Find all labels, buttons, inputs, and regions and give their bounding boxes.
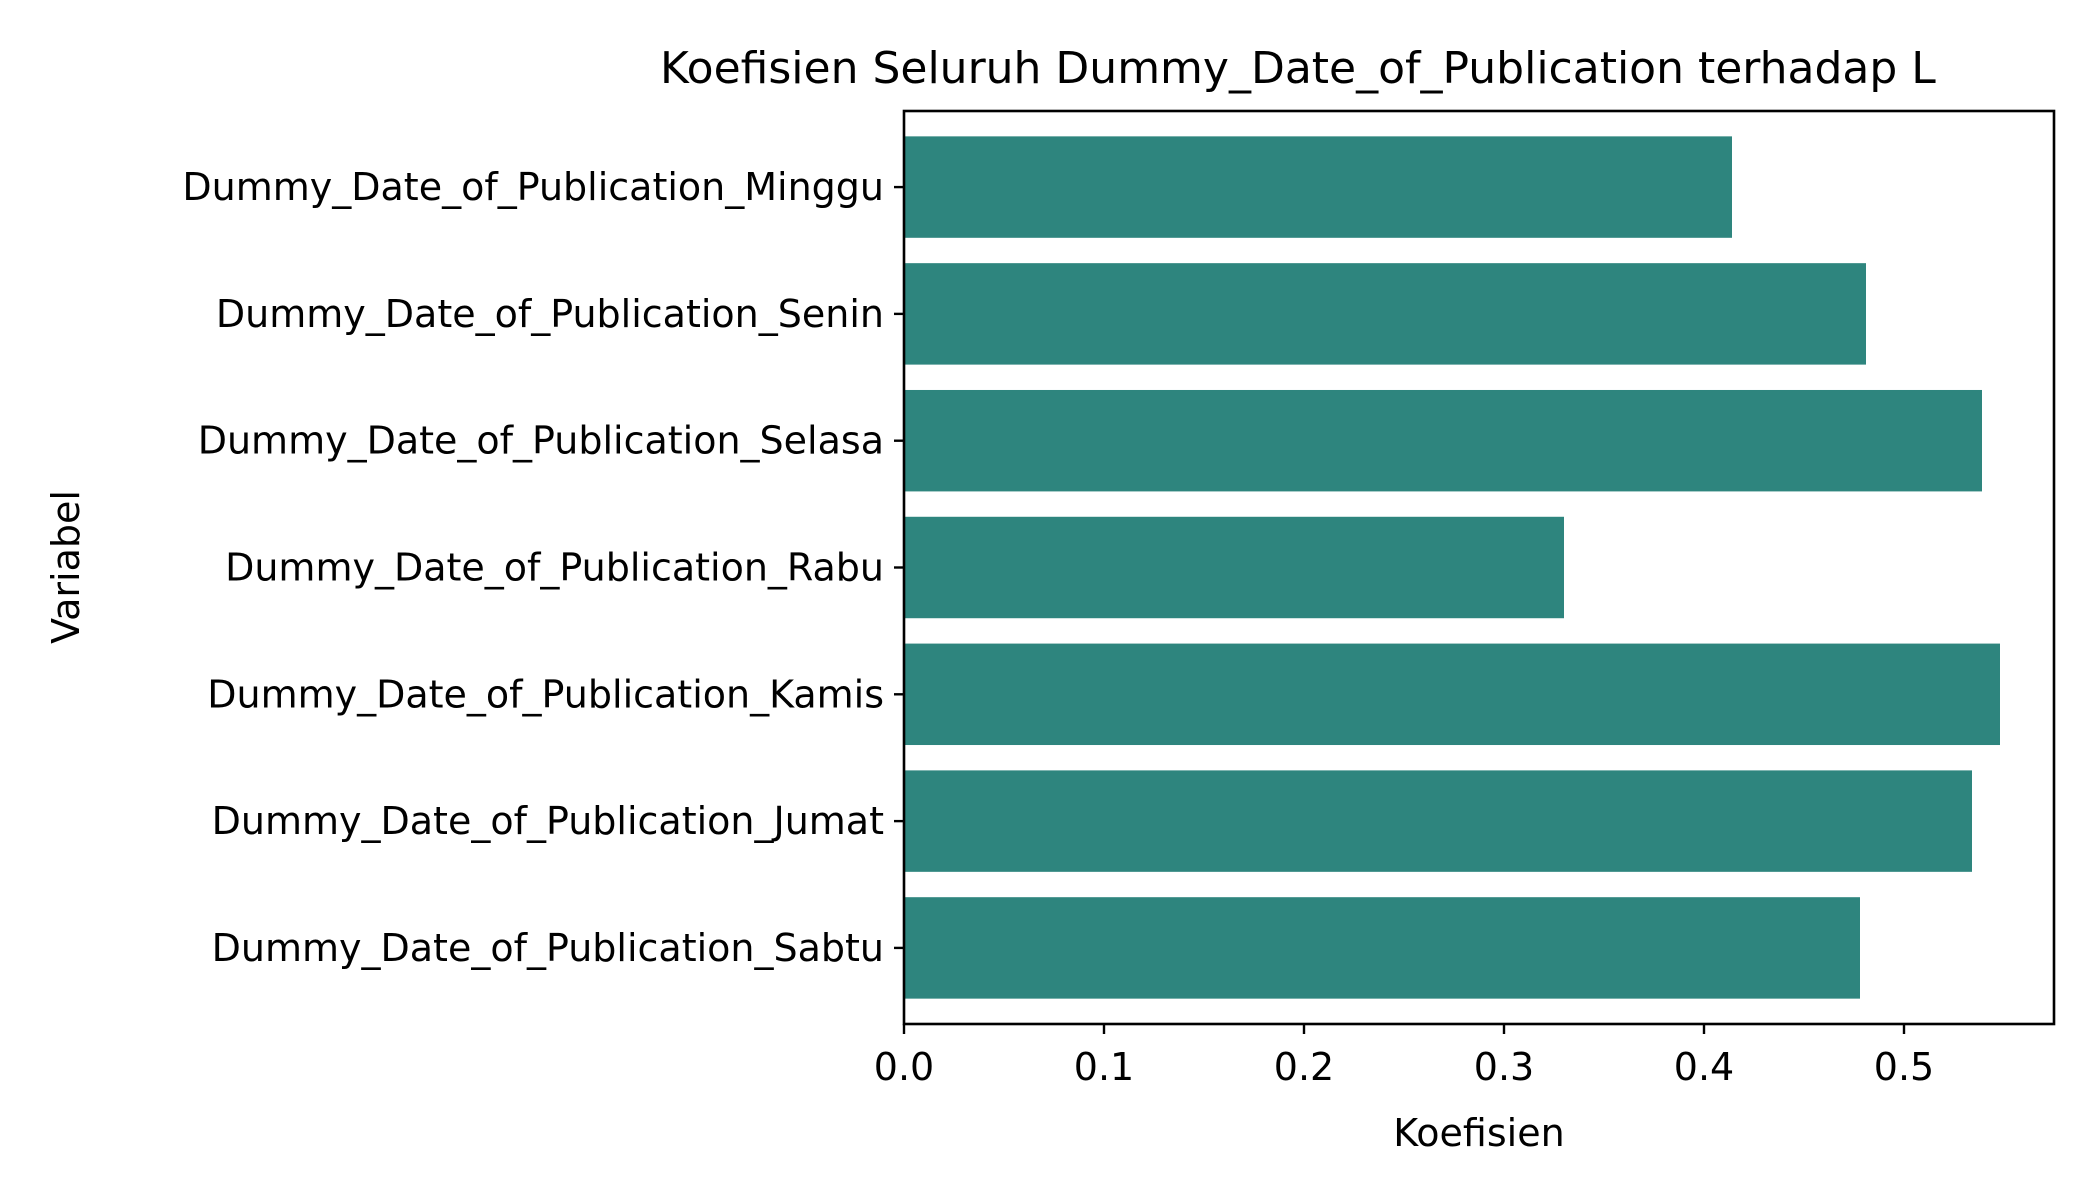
y-axis: Dummy_Date_of_Publication_Minggu Dummy_Da… [182, 165, 904, 970]
y-tick-label-4: Dummy_Date_of_Publication_Kamis [207, 672, 884, 716]
x-tick-label-5: 0.5 [1874, 1045, 1934, 1089]
x-tick-label-3: 0.3 [1474, 1045, 1534, 1089]
y-tick-label-0: Dummy_Date_of_Publication_Minggu [182, 165, 884, 209]
x-tick-label-2: 0.2 [1274, 1045, 1334, 1089]
bar-2 [904, 389, 1982, 492]
bar-3 [904, 516, 1564, 619]
y-tick-label-6: Dummy_Date_of_Publication_Sabtu [212, 926, 884, 970]
bar-1 [904, 263, 1866, 365]
y-tick-label-2: Dummy_Date_of_Publication_Selasa [198, 419, 884, 463]
x-axis: 0.0 0.1 0.2 0.3 0.4 0.5 [874, 1024, 1934, 1089]
y-tick-label-1: Dummy_Date_of_Publication_Senin [216, 292, 884, 336]
bar-6 [904, 897, 1860, 999]
x-axis-label: Koefisien [1393, 1111, 1564, 1155]
bar-4 [904, 643, 2000, 746]
y-tick-label-5: Dummy_Date_of_Publication_Jumat [212, 799, 884, 843]
bar-0 [904, 136, 1732, 238]
x-tick-label-0: 0.0 [874, 1045, 934, 1089]
bars-layer [904, 136, 2000, 999]
x-tick-label-1: 0.1 [1074, 1045, 1134, 1089]
x-tick-label-4: 0.4 [1674, 1045, 1734, 1089]
chart-title: Koefisien Seluruh Dummy_Date_of_Publicat… [660, 43, 1936, 94]
bar-5 [904, 770, 1972, 872]
y-tick-label-3: Dummy_Date_of_Publication_Rabu [225, 546, 884, 590]
y-axis-label: Variabel [44, 490, 88, 644]
